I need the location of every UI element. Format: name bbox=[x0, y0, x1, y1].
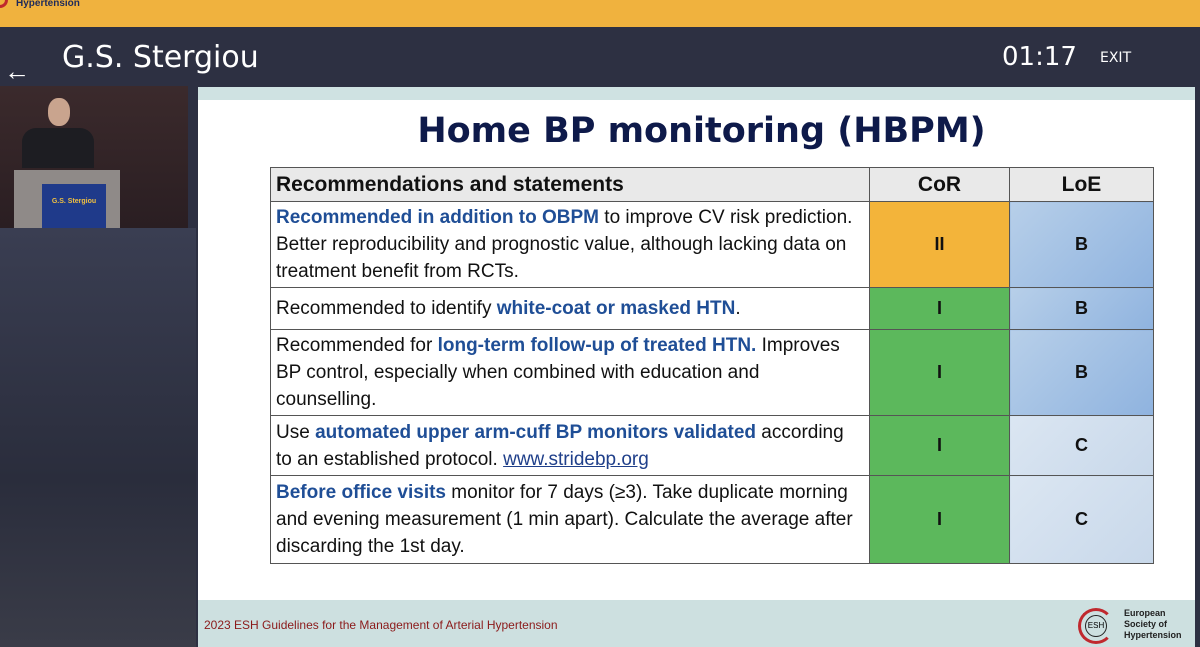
podium-sign: G.S. Stergiou bbox=[42, 184, 106, 228]
top-banner: Hypertension bbox=[0, 0, 1200, 27]
loe-cell: B bbox=[1009, 329, 1154, 416]
column-header: CoR bbox=[869, 167, 1010, 202]
cor-cell: I bbox=[869, 475, 1010, 564]
esh-logo-icon: ESH bbox=[1078, 608, 1114, 644]
cor-cell: I bbox=[869, 287, 1010, 330]
loe-cell: B bbox=[1009, 201, 1154, 288]
speaker-video: G.S. Stergiou bbox=[0, 86, 188, 228]
slide-title: Home BP monitoring (HBPM) bbox=[417, 111, 986, 151]
loe-cell: C bbox=[1009, 415, 1154, 476]
exit-button[interactable]: EXIT bbox=[1100, 50, 1132, 66]
loe-cell: B bbox=[1009, 287, 1154, 330]
column-header: Recommendations and statements bbox=[270, 167, 870, 202]
cor-cell: I bbox=[869, 415, 1010, 476]
table-row: Before office visits monitor for 7 days … bbox=[270, 475, 1154, 564]
timer: 01:17 bbox=[1002, 42, 1077, 72]
esh-logo-text: European Society of Hypertension bbox=[1124, 608, 1182, 640]
speaker-name: G.S. Stergiou bbox=[62, 40, 259, 75]
column-header: LoE bbox=[1009, 167, 1154, 202]
table-row: Recommended to identify white-coat or ma… bbox=[270, 287, 1154, 330]
table-row: Recommended in addition to OBPM to impro… bbox=[270, 201, 1154, 288]
presentation-slide: Home BP monitoring (HBPM) Recommendation… bbox=[198, 87, 1195, 647]
loe-cell: C bbox=[1009, 475, 1154, 564]
banner-brand: Hypertension bbox=[16, 0, 80, 9]
footer-text: 2023 ESH Guidelines for the Management o… bbox=[204, 618, 558, 632]
stridebp-link[interactable]: www.stridebp.org bbox=[503, 448, 649, 470]
background-image bbox=[0, 228, 196, 647]
cor-cell: I bbox=[869, 329, 1010, 416]
speaker-figure bbox=[22, 98, 94, 168]
recommendations-table: Recommendations and statements CoR LoE R… bbox=[270, 167, 1154, 564]
table-row: Recommended for long-term follow-up of t… bbox=[270, 329, 1154, 416]
slide-footer: 2023 ESH Guidelines for the Management o… bbox=[198, 600, 1195, 647]
table-row: Use automated upper arm-cuff BP monitors… bbox=[270, 415, 1154, 476]
table-header: Recommendations and statements CoR LoE bbox=[270, 167, 1154, 202]
cor-cell: II bbox=[869, 201, 1010, 288]
podium: G.S. Stergiou bbox=[14, 170, 120, 228]
arrow-left-icon[interactable]: ← bbox=[4, 56, 30, 86]
esh-logo-icon bbox=[0, 0, 8, 8]
